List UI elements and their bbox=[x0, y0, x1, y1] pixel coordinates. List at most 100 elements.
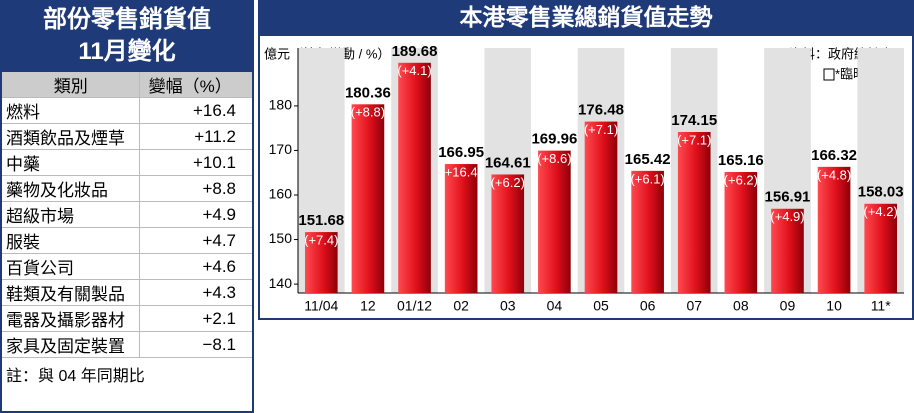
value-label: 166.95 bbox=[438, 144, 484, 161]
bar bbox=[817, 166, 851, 293]
x-tick-label: 11* bbox=[871, 298, 892, 314]
table-cell: +2.1 bbox=[139, 305, 252, 332]
table-row: 超級市場 +4.9 bbox=[2, 201, 252, 228]
bar bbox=[398, 62, 431, 293]
change-label: (+6.1) bbox=[630, 171, 664, 186]
value-label: 158.03 bbox=[858, 184, 904, 201]
bar bbox=[351, 104, 385, 294]
y-tick-label: 160 bbox=[269, 186, 293, 202]
y-tick-label: 180 bbox=[269, 97, 293, 113]
table-cell: 超級市場 bbox=[2, 201, 140, 228]
x-tick-label: 10 bbox=[826, 298, 842, 314]
change-label: (+7.4) bbox=[304, 232, 338, 247]
x-tick-label: 07 bbox=[686, 298, 702, 314]
value-label: 169.96 bbox=[531, 131, 577, 148]
y-tick-label: 170 bbox=[269, 141, 293, 157]
bar bbox=[584, 121, 618, 294]
change-label: (+4.2) bbox=[864, 204, 898, 219]
table-cell: +10.1 bbox=[139, 149, 252, 176]
value-label: 151.68 bbox=[298, 212, 344, 229]
table-cell: +16.4 bbox=[139, 97, 252, 124]
table-panel: 部份零售銷貨值 11月變化 類別 變幅（%） 燃料 +16.4 酒類飲品及煙草 +11.2… bbox=[0, 0, 254, 413]
note: 註：與 04 年同期比 bbox=[6, 368, 145, 385]
table-row: 家具及固定裝置 −8.1 bbox=[2, 331, 252, 358]
table-cell: 家具及固定裝置 bbox=[2, 331, 140, 358]
change-label: (+7.1) bbox=[677, 132, 711, 147]
x-tick-label: 08 bbox=[733, 298, 749, 314]
value-label: 165.42 bbox=[625, 151, 671, 168]
value-label: 189.68 bbox=[392, 43, 438, 60]
title-line: 11月變化 bbox=[78, 38, 176, 65]
table-cell: 藥物及化妝品 bbox=[2, 175, 140, 202]
bar bbox=[677, 131, 711, 293]
bar bbox=[724, 172, 758, 293]
table-cell: +11.2 bbox=[139, 123, 252, 150]
table-cell: −8.1 bbox=[139, 331, 252, 358]
bar bbox=[631, 170, 664, 293]
table-cell: 鞋類及有關製品 bbox=[2, 279, 140, 306]
y-tick-label: 140 bbox=[269, 275, 293, 291]
value-label: 165.16 bbox=[718, 152, 764, 169]
change-label: (+4.9) bbox=[770, 209, 804, 224]
bar bbox=[491, 174, 525, 293]
bar bbox=[444, 164, 478, 293]
change-label: (+16.4) bbox=[440, 164, 482, 179]
table-cell: 酒類飲品及煙草 bbox=[2, 123, 140, 150]
table-row: 百貨公司 +4.6 bbox=[2, 253, 252, 280]
x-tick-label: 09 bbox=[780, 298, 796, 314]
table-row: 類別 變幅（%） bbox=[2, 72, 252, 98]
table-row: 服裝 +4.7 bbox=[2, 227, 252, 254]
table-cell: 服裝 bbox=[2, 227, 140, 254]
table: 類別 變幅（%） 燃料 +16.4 酒類飲品及煙草 +11.2 中藥 +10.1 藥物及化妝品 +… bbox=[2, 72, 252, 358]
chart: 本港零售業總銷貨值走勢 億元（按年變動 / %） 資料：政府統計處 *臨時數字 … bbox=[258, 0, 914, 320]
change-label: (+8.6) bbox=[537, 151, 571, 166]
value-label: 176.48 bbox=[578, 102, 624, 119]
table-cell: +4.3 bbox=[139, 279, 252, 306]
chart-title: 本港零售業總銷貨值走勢 bbox=[460, 4, 713, 30]
x-tick-label: 02 bbox=[453, 298, 469, 314]
x-tick-label: 11/04 bbox=[304, 298, 338, 314]
x-tick-label: 12 bbox=[360, 298, 376, 314]
table-cell: +4.7 bbox=[139, 227, 252, 254]
value-label: 180.36 bbox=[345, 84, 391, 101]
bar bbox=[538, 150, 571, 293]
change-label: (+8.8) bbox=[351, 105, 385, 120]
table-row: 酒類飲品及煙草 +11.2 bbox=[2, 123, 252, 150]
change-label: (+4.1) bbox=[397, 63, 431, 78]
x-tick-label: 01/12 bbox=[397, 298, 432, 314]
value-label: 164.61 bbox=[485, 154, 531, 171]
bar bbox=[304, 232, 338, 293]
table-cell: 百貨公司 bbox=[2, 253, 140, 280]
table-row: 鞋類及有關製品 +4.3 bbox=[2, 279, 252, 306]
change-label: (+6.2) bbox=[491, 175, 525, 190]
x-tick-label: 05 bbox=[593, 298, 609, 314]
change-label: (+6.2) bbox=[724, 172, 758, 187]
icon bbox=[823, 68, 835, 81]
y-tick-label: 150 bbox=[269, 230, 293, 246]
table-cell: +4.6 bbox=[139, 253, 252, 280]
bar bbox=[771, 208, 804, 293]
table-cell: 燃料 bbox=[2, 97, 140, 124]
x-tick-label: 04 bbox=[547, 298, 563, 314]
title-line: 部份零售銷貨值 bbox=[43, 6, 211, 33]
bar bbox=[864, 203, 898, 293]
table-row: 電器及攝影器材 +2.1 bbox=[2, 305, 252, 332]
change-label: (+4.8) bbox=[817, 167, 851, 182]
table-cell: 中藥 bbox=[2, 149, 140, 176]
table-title: 部份零售銷貨值 11月變化 bbox=[2, 2, 252, 72]
table-row: 中藥 +10.1 bbox=[2, 149, 252, 176]
table-row: 燃料 +16.4 bbox=[2, 97, 252, 124]
change-label: (+7.1) bbox=[584, 122, 618, 137]
table-cell: +4.9 bbox=[139, 201, 252, 228]
table-cell: 類別 bbox=[2, 72, 140, 98]
value-label: 156.91 bbox=[765, 189, 811, 206]
table-cell: 變幅（%） bbox=[139, 72, 252, 98]
x-tick-label: 03 bbox=[500, 298, 516, 314]
value-label: 166.32 bbox=[811, 147, 857, 164]
x-tick-label: 06 bbox=[640, 298, 656, 314]
value-label: 174.15 bbox=[671, 112, 717, 129]
table-row: 藥物及化妝品 +8.8 bbox=[2, 175, 252, 202]
table-cell: 電器及攝影器材 bbox=[2, 305, 140, 332]
table-cell: +8.8 bbox=[139, 175, 252, 202]
